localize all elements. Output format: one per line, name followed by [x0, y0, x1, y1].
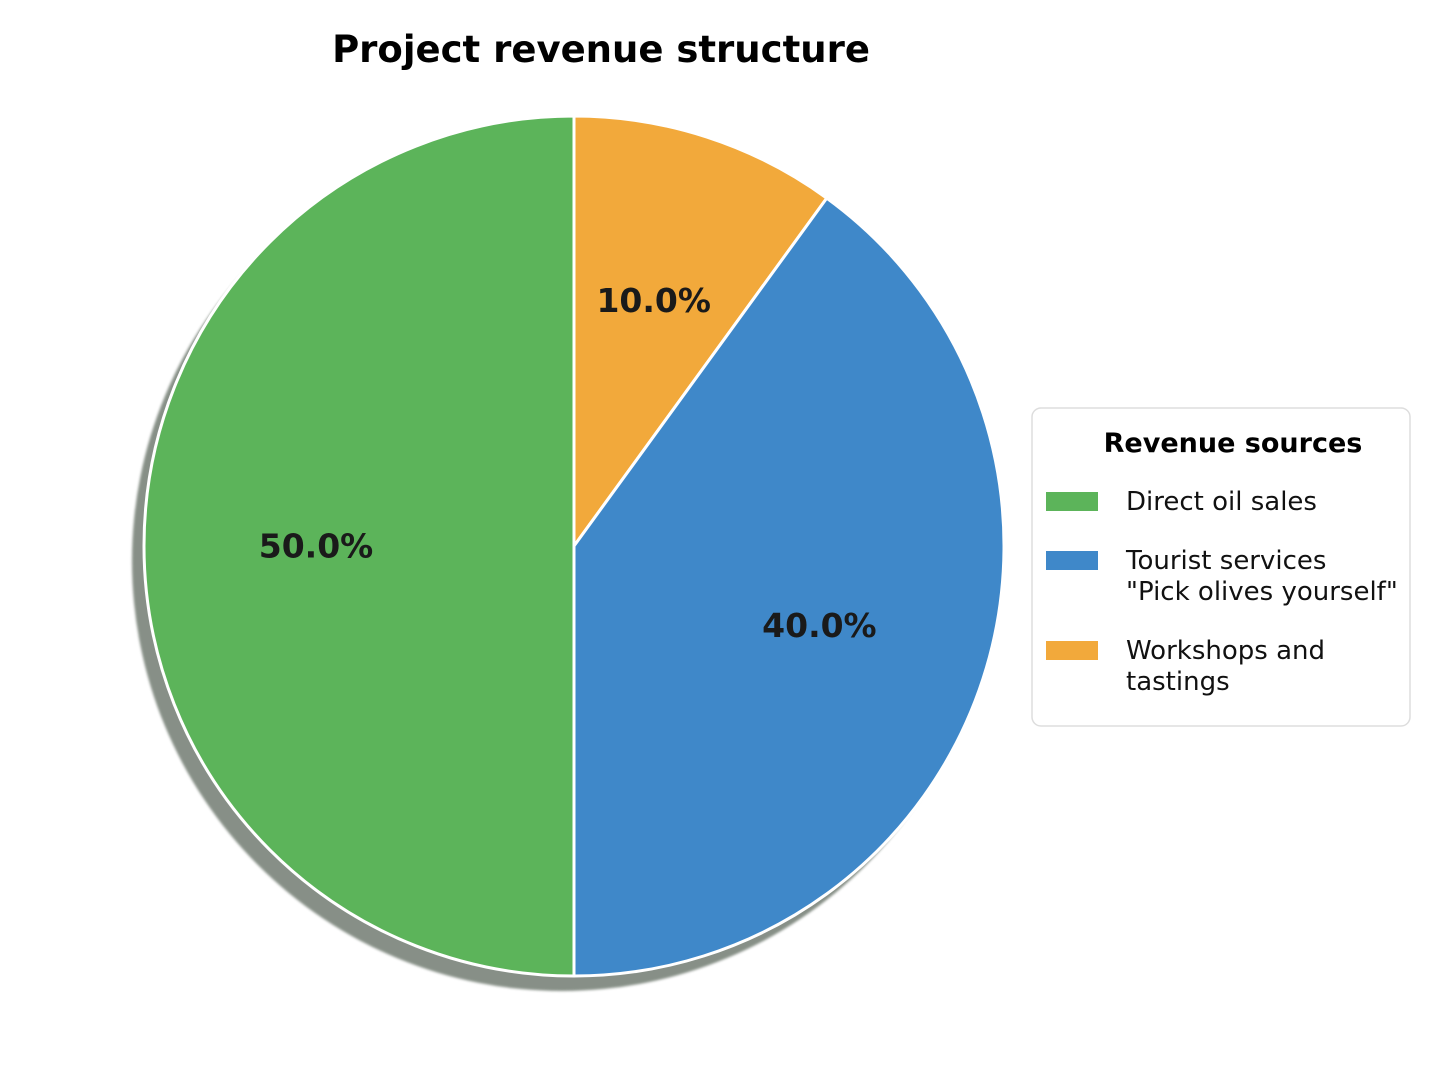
legend-label-workshops-and-tastings: Workshops and tastings — [1126, 636, 1325, 697]
legend-box — [1031, 407, 1411, 727]
legend-entry-tourist-services-pick-olives-yourself: Tourist services "Pick olives yourself" — [1046, 546, 1398, 607]
pie-slice-labels: 10.0% 40.0% 50.0% — [259, 281, 877, 645]
legend-entry-workshops-and-tastings: Workshops and tastings — [1046, 636, 1325, 697]
legend-label-direct-oil-sales: Direct oil sales — [1126, 487, 1317, 517]
legend-swatch-workshops-and-tastings — [1046, 641, 1098, 660]
legend-items: Direct oil sales Tourist services "Pick ol… — [1046, 487, 1398, 697]
pie-slice-label-direct-oil-sales: 50.0% — [259, 527, 374, 566]
chart-title: Project revenue structure — [332, 28, 870, 71]
pie-slice-tourist-services-pick-olives-yourself — [572, 196, 1006, 978]
pie-slice-direct-oil-sales — [142, 114, 576, 978]
pie-slices — [142, 114, 1006, 978]
pie-slice-label-tourist-services-pick-olives-yourself: 40.0% — [762, 606, 877, 645]
legend: Revenue sources Direct oil sales Tourist … — [1031, 407, 1411, 727]
pie-slice-workshops-and-tastings — [572, 114, 829, 548]
legend-title: Revenue sources — [1104, 428, 1363, 459]
legend-swatch-tourist-services-pick-olives-yourself — [1046, 551, 1098, 570]
legend-label-tourist-services-pick-olives-yourself: Tourist services "Pick olives yourself" — [1125, 546, 1398, 607]
pie-slice-label-workshops-and-tastings: 10.0% — [596, 281, 711, 320]
legend-entry-direct-oil-sales: Direct oil sales — [1046, 487, 1317, 517]
legend-swatch-direct-oil-sales — [1046, 492, 1098, 511]
